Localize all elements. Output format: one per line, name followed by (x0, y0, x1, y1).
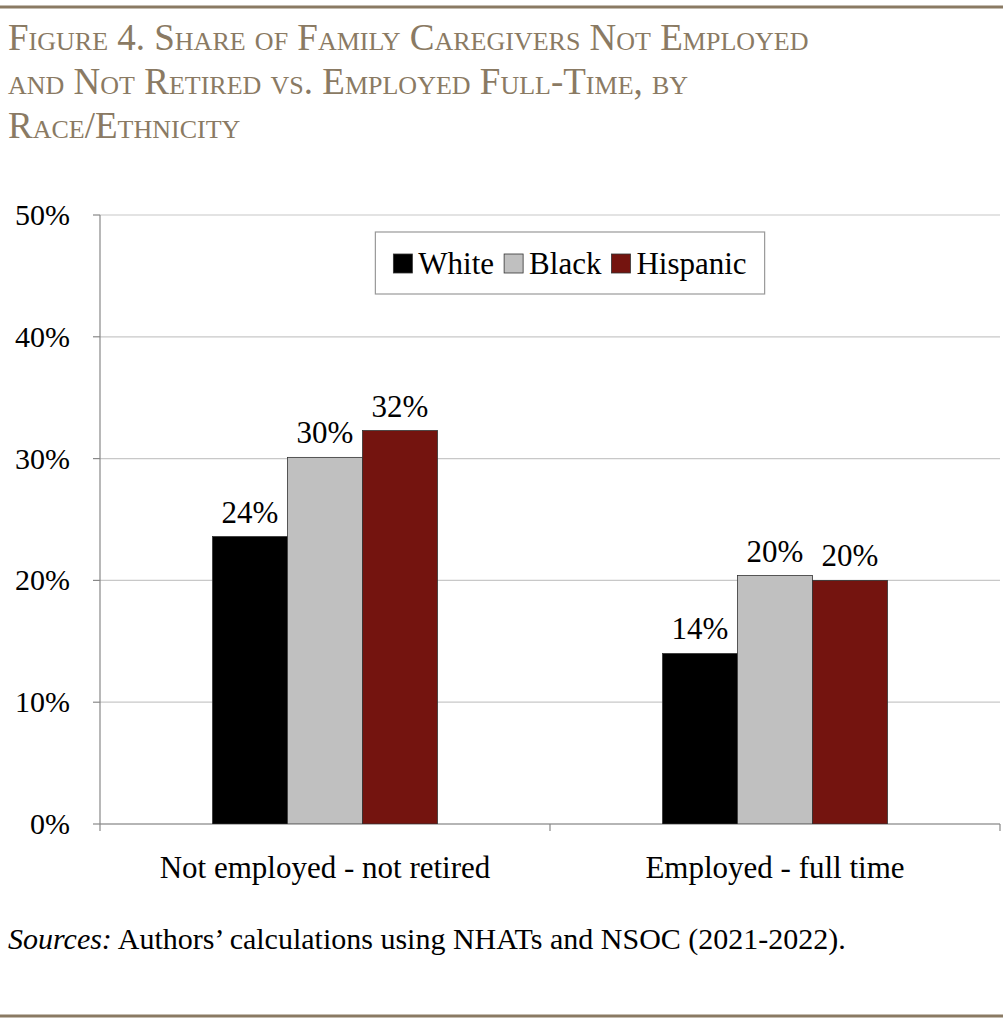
grid-line (100, 214, 1000, 215)
legend-label: Hispanic (636, 246, 746, 281)
y-tick-label: 30% (15, 442, 70, 475)
y-tick-label: 0% (30, 807, 70, 840)
y-tick (93, 214, 100, 215)
data-label: 30% (297, 415, 354, 450)
x-tick (99, 824, 100, 831)
legend-label: White (418, 246, 494, 281)
y-tick (93, 580, 100, 581)
y-tick (93, 336, 100, 337)
x-tick-label: Employed - full time (645, 850, 904, 885)
bar (213, 537, 288, 824)
bar (363, 431, 438, 824)
y-tick-label: 10% (15, 685, 70, 718)
bars (213, 431, 888, 824)
y-tick-label: 20% (15, 563, 70, 596)
top-rule (0, 6, 1003, 9)
x-tick-label: Not employed - not retired (160, 850, 491, 885)
grid-line (100, 336, 1000, 337)
y-tick (93, 458, 100, 459)
legend: White Black Hispanic (375, 232, 764, 294)
grid-line (100, 458, 1000, 459)
source-label: Sources: (8, 922, 112, 955)
legend-swatch (393, 254, 412, 273)
x-tick (999, 824, 1000, 831)
y-tick-label: 50% (15, 198, 70, 231)
y-axis (99, 215, 100, 824)
chart: 0% 10% 20% 30% 40% 50% Not employed - not reti… (0, 0, 1003, 1024)
bar (738, 576, 813, 824)
legend-label: Black (529, 246, 602, 281)
data-label: 24% (222, 495, 279, 530)
source-text: Authors’ calculations using NHATs and NS… (118, 922, 846, 955)
title: Figure 4. Share of Family Caregivers Not… (8, 16, 848, 148)
legend-swatch (504, 254, 523, 273)
x-tick (549, 824, 550, 831)
source: Sources: Authors’ calculations using NHA… (8, 920, 908, 958)
y-tick (93, 823, 100, 824)
data-label: 14% (672, 611, 729, 646)
y-tick (93, 702, 100, 703)
legend-box (375, 232, 764, 294)
legend-swatch (611, 254, 630, 273)
data-label: 32% (372, 389, 429, 424)
bar (663, 653, 738, 824)
data-label: 20% (822, 538, 879, 573)
bar (288, 457, 363, 824)
bottom-rule (0, 1015, 1003, 1018)
y-tick-label: 40% (15, 320, 70, 353)
data-label: 20% (747, 534, 804, 569)
bar (813, 580, 888, 824)
